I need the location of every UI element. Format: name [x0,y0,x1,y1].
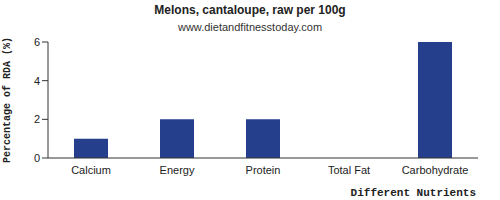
html-text:Melons, cantaloupe, raw per 10: Melons, cantaloupe, raw per 100g [154,3,346,17]
svg-text:Percentage of RDA (%): Percentage of RDA (%) [8,37,13,163]
svg-text:Protein: Protein [246,164,281,176]
svg-text:Different Nutrients: Different Nutrients [351,187,476,199]
svg-text:0: 0 [34,152,40,164]
svg-text:6: 6 [34,36,40,48]
svg-text:Energy: Energy [160,164,195,176]
svg-text:2: 2 [34,113,40,125]
svg-text:4: 4 [34,75,40,87]
svg-text:Calcium: Calcium [71,164,111,176]
svg-text:Total Fat: Total Fat [328,164,370,176]
svg-text:Carbohydrate: Carbohydrate [402,164,469,176]
html-text:www.dietandfitnesstoday.com: www.dietandfitnesstoday.com [178,21,322,33]
